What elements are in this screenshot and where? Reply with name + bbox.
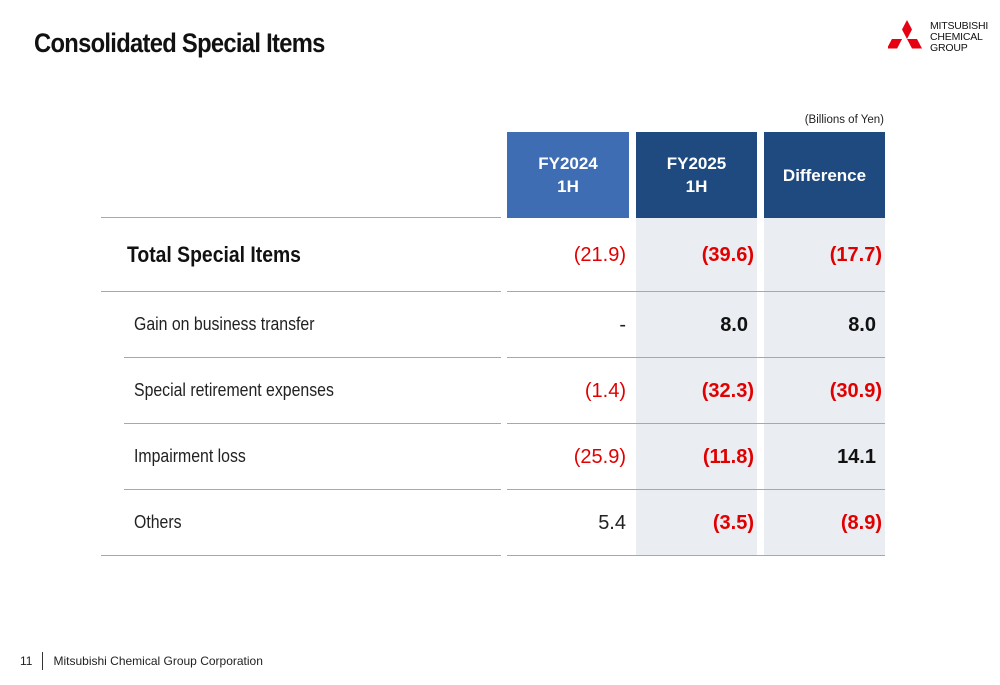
row-label-total: Total Special Items: [127, 242, 301, 267]
footer-divider: [42, 652, 44, 670]
company-logo: MITSUBISHI CHEMICAL GROUP: [888, 18, 988, 62]
logo-wordmark: MITSUBISHI CHEMICAL GROUP: [930, 20, 989, 54]
page-number: 11: [20, 654, 33, 668]
page-title: Consolidated Special Items: [34, 28, 325, 58]
cell-others-difference: (8.9): [840, 512, 882, 534]
cell-retirement-fy2024: (1.4): [584, 380, 626, 402]
cell-retirement-fy2025: (32.3): [701, 380, 754, 402]
column-header-fy2025: FY2025 1H: [636, 132, 757, 218]
column-header-fy2024: FY2024 1H: [507, 132, 629, 218]
row-divider: [124, 489, 501, 490]
footer: 11 Mitsubishi Chemical Group Corporation: [20, 652, 263, 670]
row-label-gain-business-transfer: Gain on business transfer: [134, 314, 315, 334]
row-divider: [124, 423, 501, 424]
column-header-difference: Difference: [764, 132, 885, 218]
cell-impairment-fy2024: (25.9): [573, 446, 626, 468]
row-divider: [101, 291, 501, 292]
fy2025-column-background: [636, 218, 757, 556]
row-label-special-retirement: Special retirement expenses: [134, 380, 334, 400]
cell-total-fy2025: (39.6): [701, 244, 754, 266]
cell-gain-fy2025: 8.0: [720, 314, 748, 336]
row-divider: [124, 357, 501, 358]
cell-gain-fy2024: -: [619, 314, 626, 336]
footer-company: Mitsubishi Chemical Group Corporation: [53, 654, 263, 668]
cell-retirement-difference: (30.9): [829, 380, 882, 402]
row-divider: [507, 357, 885, 358]
three-diamonds-icon: [888, 20, 922, 49]
header-divider: [101, 217, 501, 218]
cell-others-fy2025: (3.5): [712, 512, 754, 534]
unit-label: (Billions of Yen): [804, 114, 884, 126]
cell-gain-difference: 8.0: [848, 314, 876, 336]
cell-total-difference: (17.7): [829, 244, 882, 266]
row-divider: [507, 489, 885, 490]
cell-impairment-fy2025: (11.8): [702, 446, 754, 468]
table-bottom-rule: [507, 555, 885, 556]
row-label-impairment-loss: Impairment loss: [134, 446, 246, 466]
cell-total-fy2024: (21.9): [573, 244, 626, 266]
row-divider: [507, 291, 885, 292]
row-divider: [507, 423, 885, 424]
table-bottom-rule: [101, 555, 501, 556]
row-label-others: Others: [134, 512, 182, 532]
cell-impairment-difference: 14.1: [837, 446, 876, 468]
difference-column-background: [764, 218, 885, 556]
cell-others-fy2024: 5.4: [598, 512, 626, 534]
